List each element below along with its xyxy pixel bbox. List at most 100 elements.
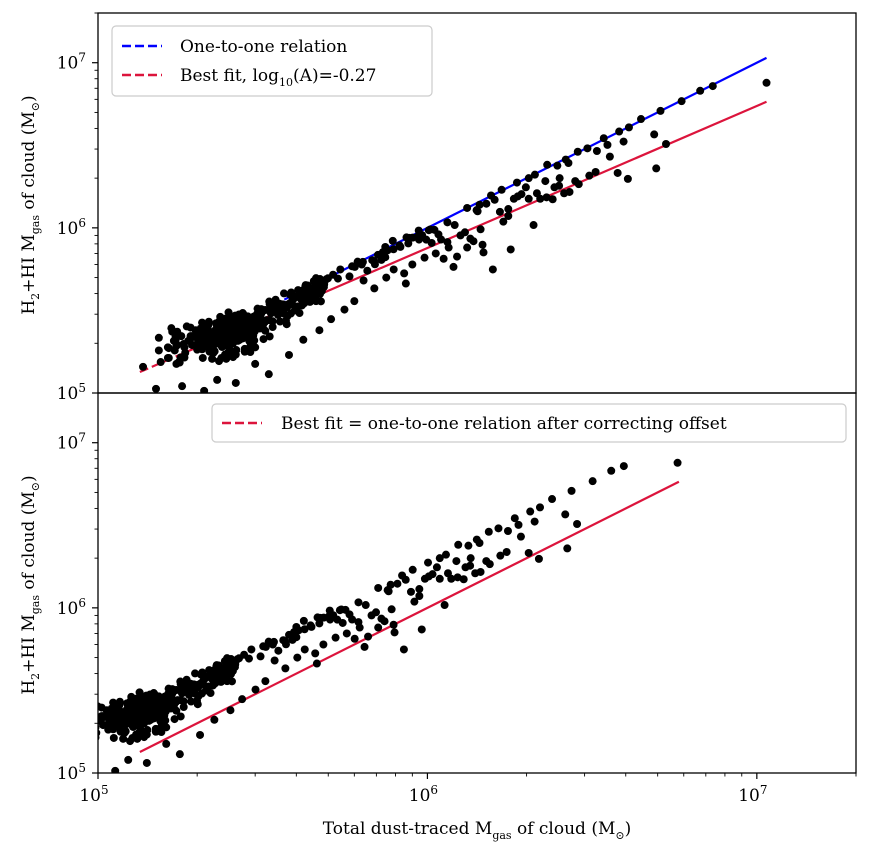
data-point — [656, 106, 665, 115]
data-point — [247, 645, 256, 654]
data-point — [350, 634, 359, 643]
data-point — [170, 715, 179, 724]
bottom-legend: Best fit = one-to-one relation after cor… — [211, 403, 847, 443]
data-point — [652, 164, 661, 173]
data-point — [548, 495, 557, 504]
data-point — [406, 587, 415, 596]
data-point — [561, 510, 570, 519]
data-point — [623, 174, 632, 183]
data-point — [133, 734, 142, 743]
top-y-axis-label: H2+HI Mgas of cloud (M⊙) — [19, 95, 42, 314]
data-point — [443, 238, 452, 247]
data-point — [340, 305, 349, 314]
data-point — [98, 724, 100, 731]
data-point — [196, 730, 205, 739]
data-point — [389, 245, 398, 254]
data-point — [129, 717, 138, 726]
data-point — [524, 174, 533, 183]
data-point — [180, 353, 189, 362]
data-point — [408, 233, 417, 242]
data-point — [201, 686, 210, 695]
data-point — [268, 640, 277, 649]
data-point — [354, 598, 363, 607]
data-point — [243, 319, 252, 328]
data-point — [350, 297, 359, 306]
data-point — [567, 486, 576, 495]
data-point — [374, 623, 383, 632]
data-point — [624, 123, 633, 132]
data-point — [463, 243, 472, 252]
data-point — [380, 617, 389, 626]
data-point — [280, 309, 289, 318]
data-point — [154, 346, 163, 355]
data-point — [563, 544, 572, 553]
data-point — [560, 189, 569, 198]
data-point — [162, 705, 171, 714]
data-point — [227, 664, 236, 673]
data-point — [534, 554, 543, 563]
data-point — [464, 541, 473, 550]
data-point — [377, 255, 386, 264]
data-point — [244, 654, 253, 663]
data-point — [504, 205, 513, 214]
data-point — [490, 195, 499, 204]
y-tick-label: 105 — [57, 761, 86, 784]
bottom-fit-lines — [139, 480, 680, 753]
data-point — [510, 514, 519, 523]
data-point — [428, 570, 437, 579]
data-point — [224, 308, 233, 317]
data-point — [290, 306, 299, 315]
data-point — [220, 320, 229, 329]
data-point — [619, 137, 628, 146]
data-point — [192, 696, 201, 705]
data-point — [115, 701, 124, 710]
data-point — [142, 758, 151, 767]
data-point — [164, 344, 173, 353]
data-point — [109, 733, 118, 742]
data-point — [238, 695, 247, 704]
data-point — [181, 686, 190, 695]
data-point — [336, 265, 345, 274]
data-point — [112, 713, 121, 722]
x-tick-label: 105 — [79, 783, 108, 806]
data-point — [229, 353, 238, 362]
data-point — [435, 554, 444, 563]
bottom-panel-frame — [97, 392, 857, 774]
data-point — [696, 86, 705, 95]
data-point — [179, 702, 188, 711]
data-point — [708, 82, 717, 91]
data-point — [408, 565, 417, 574]
data-point — [217, 677, 226, 686]
data-point — [452, 557, 461, 566]
data-point — [415, 235, 424, 244]
data-point — [136, 724, 145, 733]
data-point — [191, 326, 200, 335]
data-point — [299, 616, 308, 625]
data-point — [316, 284, 325, 293]
data-point — [677, 97, 686, 106]
data-point — [218, 337, 227, 346]
data-point — [447, 574, 456, 583]
data-point — [512, 178, 521, 187]
data-point — [573, 519, 582, 528]
data-point — [109, 725, 118, 734]
data-point — [131, 700, 140, 709]
data-point — [607, 466, 616, 475]
data-point — [196, 679, 205, 688]
data-point — [251, 359, 260, 368]
data-point — [348, 615, 357, 624]
data-point — [536, 194, 545, 203]
data-point — [454, 540, 463, 549]
data-point — [232, 346, 241, 355]
data-point — [420, 253, 429, 262]
data-point — [172, 341, 181, 350]
data-point — [488, 265, 497, 274]
data-point — [268, 322, 277, 331]
data-point — [548, 195, 557, 204]
data-point — [210, 675, 219, 684]
data-point — [261, 642, 270, 651]
data-point — [524, 548, 533, 557]
data-point — [307, 622, 316, 631]
data-point — [504, 211, 513, 220]
data-point — [472, 206, 481, 215]
